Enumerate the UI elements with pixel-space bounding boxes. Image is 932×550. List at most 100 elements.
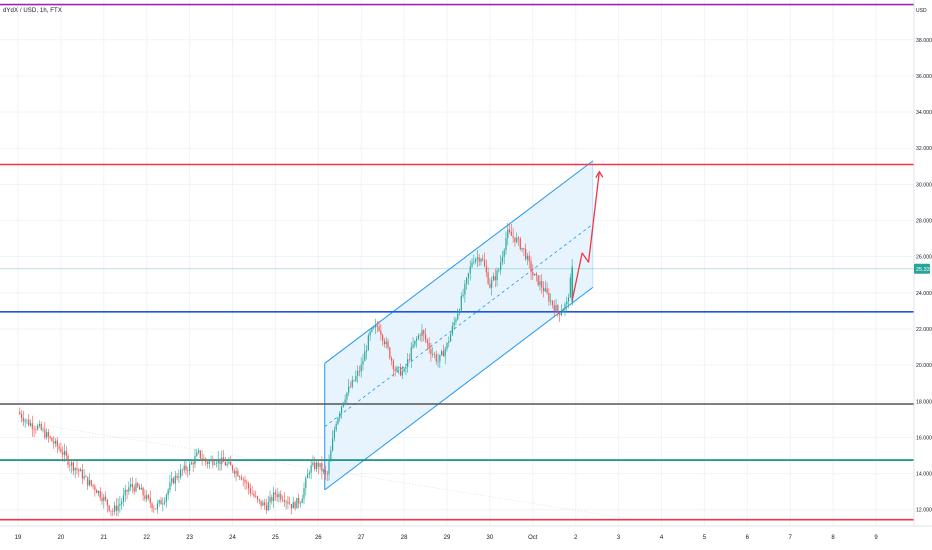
candle-body	[226, 463, 228, 466]
candle-body	[348, 386, 350, 393]
candle-body	[62, 452, 64, 455]
candle-body	[99, 490, 101, 498]
candle-body	[330, 450, 332, 462]
candle-body	[315, 462, 318, 469]
candle-body	[165, 495, 167, 502]
candle-body	[566, 301, 568, 305]
candle-body	[408, 359, 411, 361]
candle-body	[174, 475, 176, 484]
candle-body	[423, 330, 425, 335]
candle-body	[108, 505, 110, 511]
candle-body	[162, 503, 164, 505]
candle-body	[230, 461, 232, 466]
candle-body	[294, 502, 296, 509]
candle-body	[206, 461, 209, 465]
candle-body	[194, 456, 196, 465]
candle-body	[553, 304, 555, 311]
candle-body	[399, 366, 402, 376]
candle-body	[37, 425, 39, 430]
candle-body	[489, 283, 491, 288]
candle-body	[54, 440, 57, 444]
candle-body	[503, 250, 505, 257]
candle-body	[67, 455, 69, 465]
candle-body	[199, 450, 201, 459]
candle-body	[247, 483, 250, 489]
candle-body	[326, 473, 328, 475]
candle-body	[76, 468, 78, 470]
candle-body	[90, 480, 92, 485]
time-axis-tick-label: Oct	[528, 535, 538, 541]
candle-body	[81, 469, 83, 479]
candle-body	[539, 281, 541, 286]
candle-body	[349, 386, 352, 388]
candle-body	[396, 367, 398, 371]
price-axis-tick-label: 28.000	[916, 219, 932, 225]
candle-body	[405, 366, 407, 369]
candle-body	[308, 472, 310, 475]
candle-body	[117, 505, 119, 511]
candle-body	[571, 268, 574, 302]
candle-body	[210, 459, 212, 462]
channel-upper-line	[324, 160, 594, 364]
candle-body	[88, 480, 91, 486]
candle-body	[457, 313, 459, 320]
candle-body	[40, 424, 42, 430]
candle-body	[203, 458, 205, 460]
candle-body	[398, 366, 400, 368]
price-axis-tick-label: 34.000	[916, 110, 932, 116]
candle-body	[122, 495, 125, 502]
candle-body	[242, 479, 244, 481]
candle-body	[500, 262, 502, 270]
candle-body	[221, 457, 223, 465]
candle-body	[262, 502, 264, 506]
candle-body	[183, 465, 185, 471]
candle-body	[267, 502, 269, 511]
time-axis-tick-label: 26	[315, 535, 322, 541]
candle-body	[357, 371, 359, 376]
candle-body	[131, 484, 133, 488]
candle-body	[433, 353, 436, 355]
time-axis-tick-label: 21	[100, 535, 107, 541]
candle-body	[133, 487, 135, 492]
candle-body	[364, 351, 366, 362]
time-axis-tick-label: 19	[15, 535, 22, 541]
candle-body	[239, 476, 241, 478]
candle-body	[514, 237, 516, 242]
candle-body	[546, 288, 548, 294]
candle-body	[333, 430, 335, 439]
candle-body	[467, 273, 470, 278]
candle-body	[104, 496, 107, 500]
candle-body	[87, 476, 89, 486]
candle-body	[382, 334, 384, 341]
candle-body	[287, 501, 289, 504]
candle-body	[385, 341, 387, 345]
candle-body	[451, 325, 453, 335]
candle-body	[373, 327, 375, 329]
price-axis-tick-label: 20.000	[916, 363, 932, 369]
candle-body	[169, 482, 171, 490]
candle-body	[544, 288, 546, 292]
candle-body	[435, 354, 437, 362]
price-axis-tick-label: 36.000	[916, 74, 932, 80]
candle-body	[178, 477, 180, 478]
candle-body	[367, 335, 369, 351]
candle-body	[142, 487, 144, 496]
candle-body	[113, 505, 116, 512]
candle-body	[376, 325, 378, 327]
candle-body	[222, 457, 225, 462]
candle-body	[49, 436, 51, 438]
candle-body	[78, 469, 80, 472]
candle-body	[475, 259, 477, 262]
candle-body	[19, 412, 21, 415]
candle-body	[533, 273, 536, 276]
time-axis-tick-label: 8	[831, 535, 835, 541]
candle-body	[224, 461, 226, 466]
candle-body	[559, 311, 561, 316]
candle-body	[269, 497, 271, 503]
candle-body	[458, 309, 461, 314]
candle-body	[449, 334, 452, 342]
candle-body	[555, 305, 557, 311]
candle-body	[56, 440, 58, 447]
candle-body	[328, 461, 330, 475]
